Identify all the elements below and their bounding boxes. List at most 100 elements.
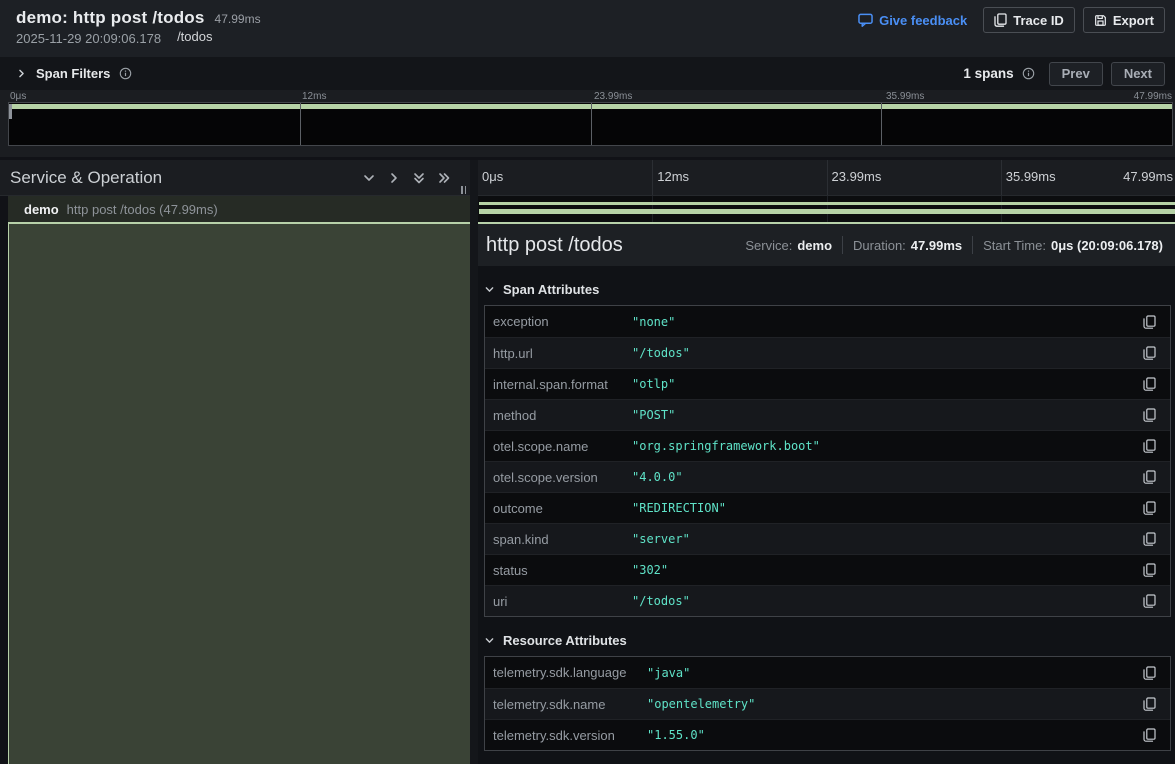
copy-value-icon[interactable] xyxy=(1143,697,1156,711)
attribute-row: telemetry.sdk.version "1.55.0" xyxy=(485,719,1170,750)
chevron-right-icon xyxy=(16,68,27,79)
attribute-row: telemetry.sdk.language "java" xyxy=(485,657,1170,688)
span-count: 1 spans xyxy=(963,66,1014,81)
attribute-key: uri xyxy=(493,593,508,609)
attribute-key: status xyxy=(493,562,528,578)
attribute-value: "1.55.0" xyxy=(647,728,705,742)
attribute-value: "java" xyxy=(647,665,691,680)
info-icon[interactable] xyxy=(1022,67,1035,80)
timeline-divider xyxy=(826,160,828,195)
attribute-key: span.kind xyxy=(493,531,549,547)
attribute-key: exception xyxy=(493,314,549,329)
minimap-tick: 47.99ms xyxy=(1133,91,1172,102)
trace-id-label: Trace ID xyxy=(1013,12,1064,28)
span-detail-panel: http post /todos Service: demo Duration:… xyxy=(478,222,1175,764)
attribute-value: "opentelemetry" xyxy=(647,697,756,711)
minimap-tick: 23.99ms xyxy=(594,91,633,102)
attribute-row: span.kind "server" xyxy=(485,523,1170,554)
info-icon[interactable] xyxy=(119,67,132,80)
attribute-value: "none" xyxy=(632,314,676,329)
attribute-row: exception "none" xyxy=(485,306,1170,337)
column-divider[interactable] xyxy=(470,160,478,764)
duration-label: Duration: xyxy=(853,237,906,253)
timeline-divider xyxy=(652,160,654,195)
span-row-name[interactable]: demo http post /todos (47.99ms) xyxy=(8,196,470,222)
chevron-down-icon xyxy=(484,284,495,295)
copy-value-icon[interactable] xyxy=(1143,501,1156,515)
meta-separator xyxy=(972,236,974,254)
copy-value-icon[interactable] xyxy=(1143,728,1156,742)
attribute-key: telemetry.sdk.version xyxy=(493,727,615,743)
attribute-value: "server" xyxy=(632,532,690,546)
attribute-value: "otlp" xyxy=(632,377,676,391)
attribute-key: telemetry.sdk.language xyxy=(493,665,627,680)
minimap-tick: 0μs xyxy=(10,91,27,102)
copy-value-icon[interactable] xyxy=(1143,532,1156,546)
attribute-row: otel.scope.version "4.0.0" xyxy=(485,461,1170,492)
copy-value-icon[interactable] xyxy=(1143,594,1156,608)
service-operation-header: Service & Operation xyxy=(10,168,163,187)
export-label: Export xyxy=(1112,12,1154,28)
export-button[interactable]: Export xyxy=(1082,7,1165,33)
service-label: Service: xyxy=(745,237,793,253)
trace-breadcrumb: /todos xyxy=(177,29,213,44)
expand-one-icon[interactable] xyxy=(387,171,401,185)
copy-value-icon[interactable] xyxy=(1143,470,1156,484)
timeline-tick: 47.99ms xyxy=(1123,169,1173,184)
copy-icon xyxy=(994,13,1007,27)
span-row-timeline[interactable] xyxy=(478,196,1175,222)
attribute-row: outcome "REDIRECTION" xyxy=(485,492,1170,523)
timeline-column-header: Service & Operation 0μs 12ms 23.99ms 35.… xyxy=(0,160,1175,196)
trace-minimap: 0μs 12ms 23.99ms 35.99ms 47.99ms xyxy=(0,90,1175,157)
copy-value-icon[interactable] xyxy=(1143,314,1156,329)
trace-title-block: demo: http post /todos 47.99ms 2025-11-2… xyxy=(16,8,261,46)
give-feedback-label: Give feedback xyxy=(879,12,968,28)
span-filters-toggle[interactable]: Span Filters xyxy=(16,57,132,90)
trace-start-datetime: 2025-11-29 20:09:06.178 xyxy=(16,31,162,46)
attribute-key: method xyxy=(493,407,537,423)
minimap-canvas[interactable] xyxy=(8,102,1173,146)
span-filters-label: Span Filters xyxy=(36,66,111,81)
collapse-one-icon[interactable] xyxy=(362,171,376,185)
minimap-scrubber-handle[interactable] xyxy=(9,104,12,119)
resource-attributes-section-toggle[interactable]: Resource Attributes xyxy=(484,633,1175,648)
selected-span-highlight-panel xyxy=(8,222,470,764)
attribute-key: otel.scope.version xyxy=(493,469,598,485)
trace-title: demo: http post /todos xyxy=(16,8,205,27)
prev-span-button[interactable]: Prev xyxy=(1048,61,1103,86)
span-attributes-title: Span Attributes xyxy=(503,282,600,297)
span-attributes-section-toggle[interactable]: Span Attributes xyxy=(484,282,1175,297)
span-operation-label: http post /todos (47.99ms) xyxy=(66,201,218,217)
start-time-value: 0μs (20:09:06.178) xyxy=(1050,237,1163,253)
attribute-value: "/todos" xyxy=(632,594,690,608)
minimap-tick: 35.99ms xyxy=(886,91,925,102)
span-duration-bar[interactable] xyxy=(479,209,1175,214)
give-feedback-link[interactable]: Give feedback xyxy=(858,13,967,28)
copy-value-icon[interactable] xyxy=(1143,408,1156,422)
attribute-row: internal.span.format "otlp" xyxy=(485,368,1170,399)
copy-value-icon[interactable] xyxy=(1143,346,1156,360)
copy-value-icon[interactable] xyxy=(1143,377,1156,391)
attribute-value: "302" xyxy=(632,563,669,577)
expand-all-icon[interactable] xyxy=(437,171,451,185)
attribute-row: status "302" xyxy=(485,554,1170,585)
column-resizer-handle[interactable] xyxy=(461,186,466,194)
timeline-tick: 23.99ms xyxy=(831,169,882,184)
minimap-divider xyxy=(299,103,301,145)
duration-value: 47.99ms xyxy=(910,237,963,253)
attribute-key: internal.span.format xyxy=(493,376,608,392)
attribute-key: telemetry.sdk.name xyxy=(493,696,606,712)
copy-value-icon[interactable] xyxy=(1143,439,1156,453)
attribute-value: "POST" xyxy=(632,408,676,422)
attribute-key: http.url xyxy=(493,345,533,361)
attribute-value: "REDIRECTION" xyxy=(632,501,726,515)
service-value: demo xyxy=(797,237,833,253)
copy-value-icon[interactable] xyxy=(1143,665,1156,680)
collapse-all-icon[interactable] xyxy=(412,171,426,185)
trace-header-bar: demo: http post /todos 47.99ms 2025-11-2… xyxy=(0,0,1175,57)
copy-value-icon[interactable] xyxy=(1143,563,1156,577)
next-span-button[interactable]: Next xyxy=(1110,61,1165,86)
minimap-divider xyxy=(881,103,883,145)
trace-id-button[interactable]: Trace ID xyxy=(983,7,1075,33)
span-attributes-table: exception "none" http.url "/todos" inter… xyxy=(484,305,1171,617)
